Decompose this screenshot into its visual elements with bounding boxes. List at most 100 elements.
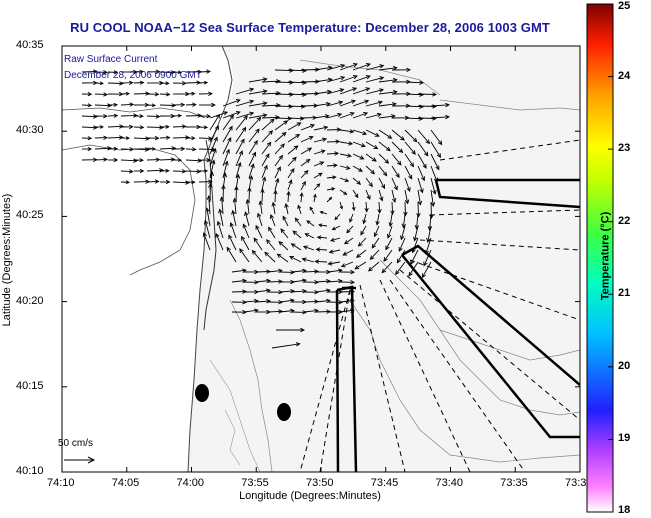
current-vector — [255, 288, 271, 293]
current-vector — [326, 196, 333, 203]
y-tick-label: 40:25 — [16, 209, 44, 222]
current-vector — [294, 217, 302, 227]
current-vector — [391, 67, 411, 73]
current-vector — [339, 298, 355, 304]
current-vector — [107, 135, 124, 140]
current-vector — [159, 92, 171, 97]
current-vector — [255, 298, 271, 304]
current-vector — [287, 122, 302, 131]
colorbar-tick-label: 22 — [618, 214, 631, 227]
current-vector — [339, 153, 352, 158]
current-vector — [276, 253, 289, 263]
current-vector — [159, 135, 171, 140]
current-vector — [381, 261, 393, 274]
current-vector — [219, 196, 225, 215]
current-vector — [339, 74, 358, 83]
current-vector — [248, 89, 268, 95]
current-vector — [231, 278, 247, 284]
current-vector — [395, 261, 406, 276]
current-vector — [287, 68, 308, 73]
current-vector — [172, 135, 190, 140]
current-vector — [362, 213, 367, 225]
current-vector — [185, 147, 197, 152]
current-vector — [261, 164, 268, 179]
current-vector — [267, 309, 284, 314]
current-vector — [398, 237, 406, 252]
current-vector — [297, 204, 302, 215]
current-vector — [339, 269, 355, 275]
current-vector — [391, 165, 400, 179]
current-vector — [172, 146, 186, 152]
current-vector — [339, 112, 355, 119]
current-vector — [326, 151, 340, 156]
current-vector — [243, 280, 259, 285]
current-vector — [326, 112, 343, 119]
current-vector — [430, 177, 437, 195]
colorbar-tick-label: 21 — [618, 287, 631, 300]
current-vector — [357, 237, 367, 247]
x-tick-label: 73:35 — [500, 477, 528, 489]
current-vector — [107, 102, 118, 107]
current-vector — [172, 70, 183, 75]
current-vector — [120, 124, 134, 130]
current-vector — [330, 237, 341, 242]
shipping-lanes — [335, 178, 580, 472]
current-vector — [133, 69, 144, 74]
current-vector — [94, 113, 108, 119]
current-vector — [94, 125, 104, 129]
current-vector — [430, 114, 451, 120]
current-vector — [313, 149, 326, 155]
current-vector — [81, 92, 93, 97]
current-vector — [279, 298, 295, 303]
current-vector — [326, 163, 338, 168]
current-vector — [291, 268, 307, 274]
current-vector — [313, 114, 330, 119]
current-vector — [242, 223, 250, 239]
current-vector — [326, 63, 346, 71]
bathymetry-contour — [229, 299, 273, 472]
current-vector — [404, 177, 411, 193]
current-vector — [408, 261, 419, 277]
current-vector — [315, 247, 328, 252]
current-vector — [94, 92, 109, 97]
current-vector — [365, 64, 385, 71]
current-vector — [271, 201, 276, 215]
colorbar-tick-label: 25 — [618, 0, 631, 12]
current-vector — [410, 249, 419, 265]
current-vector — [378, 89, 398, 95]
current-vector — [120, 147, 135, 152]
y-tick-label: 40:35 — [16, 39, 44, 51]
current-vector — [339, 62, 358, 71]
current-vector — [274, 177, 280, 191]
current-vector — [209, 147, 217, 167]
current-vector — [94, 70, 108, 75]
current-vector — [231, 209, 237, 227]
current-vector — [378, 189, 384, 202]
current-vector — [222, 114, 234, 131]
current-vector — [248, 77, 268, 83]
current-vector — [340, 261, 354, 268]
current-vector — [267, 268, 283, 273]
current-vector — [360, 225, 367, 236]
y-tick-label: 40:30 — [16, 124, 44, 137]
current-vector — [404, 153, 415, 168]
current-vector — [274, 120, 289, 131]
current-vector — [120, 102, 135, 107]
current-vector — [198, 91, 213, 96]
current-vector — [82, 146, 93, 152]
current-vector — [255, 278, 271, 284]
bathymetry-contour — [209, 359, 261, 472]
current-vector — [185, 102, 197, 107]
current-vector — [327, 261, 341, 266]
current-vector — [426, 225, 432, 243]
current-vector — [300, 158, 311, 167]
lane-boundary — [401, 254, 580, 439]
current-vector — [339, 201, 343, 210]
current-vector — [352, 112, 369, 119]
current-vector — [133, 125, 145, 130]
current-vector — [339, 141, 354, 146]
current-vector — [120, 80, 134, 85]
colorbar-ticks — [608, 3, 613, 513]
x-tick-label: 73:3 — [565, 477, 587, 489]
lane-boundary — [434, 179, 580, 209]
